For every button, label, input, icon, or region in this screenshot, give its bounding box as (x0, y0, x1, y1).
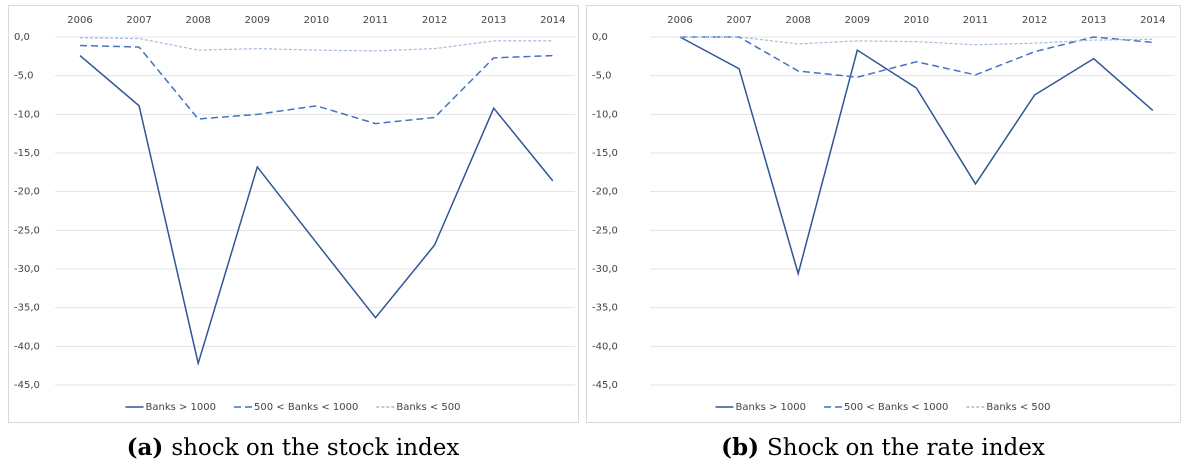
y-tick-label: -10,0 (14, 109, 40, 120)
y-tick-label: -25,0 (592, 225, 618, 236)
data-line (680, 36, 1153, 78)
data-line (679, 36, 1154, 277)
y-tick-label: -15,0 (592, 148, 618, 159)
x-tick-label: 2010 (304, 15, 329, 26)
x-tick-label: 2013 (481, 15, 506, 26)
y-tick-label: -30,0 (592, 264, 618, 275)
legend: Banks > 1000 500 < Banks < 1000 Banks < 50… (715, 402, 1051, 413)
y-tick-label: -40,0 (592, 341, 618, 352)
x-tick-label: 2011 (363, 15, 388, 26)
y-tick-label: 0,0 (592, 32, 608, 43)
y-tick-label: -10,0 (592, 109, 618, 120)
x-tick-label: 2014 (1140, 15, 1165, 26)
y-tick-label: -45,0 (14, 380, 40, 391)
legend-label: Banks > 1000 (145, 402, 216, 413)
caption: (b) Shock on the rate index (721, 434, 1045, 461)
y-tick-label: -30,0 (14, 264, 40, 275)
y-tick-label: -15,0 (14, 148, 40, 159)
caption-text: shock on the stock index (171, 435, 459, 461)
x-tick-label: 2011 (963, 15, 988, 26)
caption-label: (b) (721, 434, 759, 461)
y-tick-label: -25,0 (14, 225, 40, 236)
x-tick-label: 2009 (245, 15, 270, 26)
x-tick-label: 2012 (1022, 15, 1047, 26)
caption-label: (a) (127, 434, 164, 461)
y-tick-label: 0,0 (14, 32, 30, 43)
x-tick-label: 2007 (726, 15, 751, 26)
chart-frame (586, 5, 1181, 423)
legend: Banks > 1000 500 < Banks < 1000 Banks < 50… (125, 402, 461, 413)
x-tick-label: 2008 (185, 15, 210, 26)
data-line (680, 36, 1153, 46)
y-tick-label: -20,0 (14, 187, 40, 198)
x-tick-label: 2006 (67, 15, 92, 26)
legend-label: Banks < 500 (396, 402, 460, 413)
legend-label: Banks > 1000 (735, 402, 806, 413)
y-tick-label: -5,0 (592, 71, 612, 82)
caption-text: Shock on the rate index (767, 435, 1045, 461)
x-tick-label: 2012 (422, 15, 447, 26)
data-line (79, 37, 553, 52)
y-tick-label: -45,0 (592, 380, 618, 391)
y-tick-label: -5,0 (14, 71, 34, 82)
x-tick-label: 2010 (904, 15, 929, 26)
chart-frame (8, 5, 579, 423)
data-line (79, 44, 553, 125)
x-tick-label: 2006 (667, 15, 692, 26)
x-tick-label: 2008 (785, 15, 810, 26)
x-tick-label: 2013 (1081, 15, 1106, 26)
y-tick-label: -20,0 (592, 187, 618, 198)
caption: (a) shock on the stock index (127, 434, 460, 461)
legend-label: 500 < Banks < 1000 (844, 402, 948, 413)
legend-label: 500 < Banks < 1000 (254, 402, 358, 413)
x-tick-label: 2007 (126, 15, 151, 26)
legend-label: Banks < 500 (986, 402, 1050, 413)
x-tick-label: 2014 (540, 15, 565, 26)
x-tick-label: 2009 (845, 15, 870, 26)
y-tick-label: -40,0 (14, 341, 40, 352)
y-tick-label: -35,0 (14, 303, 40, 314)
data-line (79, 54, 554, 367)
y-tick-label: -35,0 (592, 303, 618, 314)
